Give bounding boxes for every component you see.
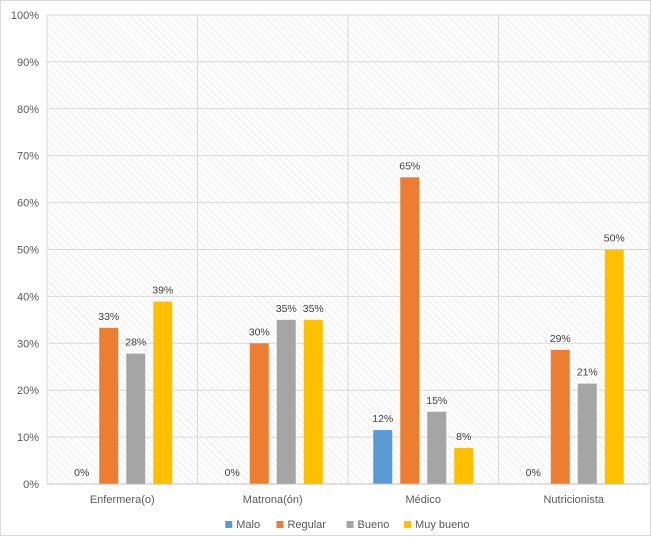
bar	[550, 349, 570, 484]
y-tick-label: 10%	[17, 432, 39, 444]
legend-label: Regular	[287, 519, 326, 531]
x-tick-label: Médico	[406, 494, 441, 506]
bar	[126, 353, 146, 484]
x-tick-label: Matrona(ón)	[243, 494, 303, 506]
x-tick-label: Enfermera(o)	[90, 494, 155, 506]
data-label: 28%	[125, 337, 146, 349]
bar	[303, 319, 323, 484]
data-label: 0%	[225, 467, 240, 479]
y-tick-label: 0%	[23, 479, 39, 491]
bar	[604, 249, 624, 484]
data-label: 0%	[526, 467, 541, 479]
data-label: 35%	[303, 303, 324, 315]
data-labels: 0% 33% 28% 39% 0% 30% 35% 35% 12% 65% 15% 8% 0% 29% 21…	[74, 160, 625, 479]
legend-label: Bueno	[358, 519, 390, 531]
legend-label: Muy bueno	[415, 519, 469, 531]
bar	[400, 177, 420, 485]
data-label: 15%	[426, 395, 447, 407]
legend-swatch	[346, 521, 354, 528]
legend-swatch	[225, 521, 233, 528]
y-tick-label: 70%	[17, 151, 39, 163]
bar	[276, 319, 296, 484]
y-axis: 0% 10% 20% 30% 40% 50% 60% 70% 80% 90% 100%	[11, 10, 39, 491]
data-label: 0%	[74, 467, 89, 479]
data-label: 29%	[550, 333, 571, 345]
y-tick-label: 100%	[11, 10, 39, 22]
y-tick-label: 80%	[17, 104, 39, 116]
legend-swatch	[404, 521, 412, 528]
data-label: 65%	[399, 160, 420, 172]
data-label: 21%	[577, 367, 598, 379]
data-label: 39%	[152, 285, 173, 297]
x-axis: Enfermera(o) Matrona(ón) Médico Nutricionis…	[90, 494, 605, 506]
data-label: 30%	[249, 326, 270, 338]
data-label: 12%	[372, 413, 393, 425]
y-tick-label: 50%	[17, 245, 39, 257]
bar	[427, 411, 447, 484]
y-tick-label: 30%	[17, 338, 39, 350]
data-label: 35%	[276, 303, 297, 315]
bars	[99, 177, 624, 485]
legend-label: Malo	[236, 519, 260, 531]
bar	[577, 383, 597, 484]
x-tick-label: Nutricionista	[543, 494, 604, 506]
bar	[249, 343, 269, 484]
category-dividers	[46, 15, 650, 484]
legend-swatch	[276, 521, 284, 528]
data-label: 8%	[456, 431, 471, 443]
y-tick-label: 20%	[17, 385, 39, 397]
y-tick-label: 60%	[17, 198, 39, 210]
bar	[99, 327, 119, 484]
y-tick-label: 90%	[17, 57, 39, 69]
data-label: 33%	[98, 311, 119, 323]
legend: Malo Regular Bueno Muy bueno	[225, 519, 469, 531]
bar	[373, 430, 393, 484]
bar	[454, 447, 474, 484]
y-tick-label: 40%	[17, 291, 39, 303]
bar	[153, 301, 173, 484]
data-label: 50%	[604, 233, 625, 245]
